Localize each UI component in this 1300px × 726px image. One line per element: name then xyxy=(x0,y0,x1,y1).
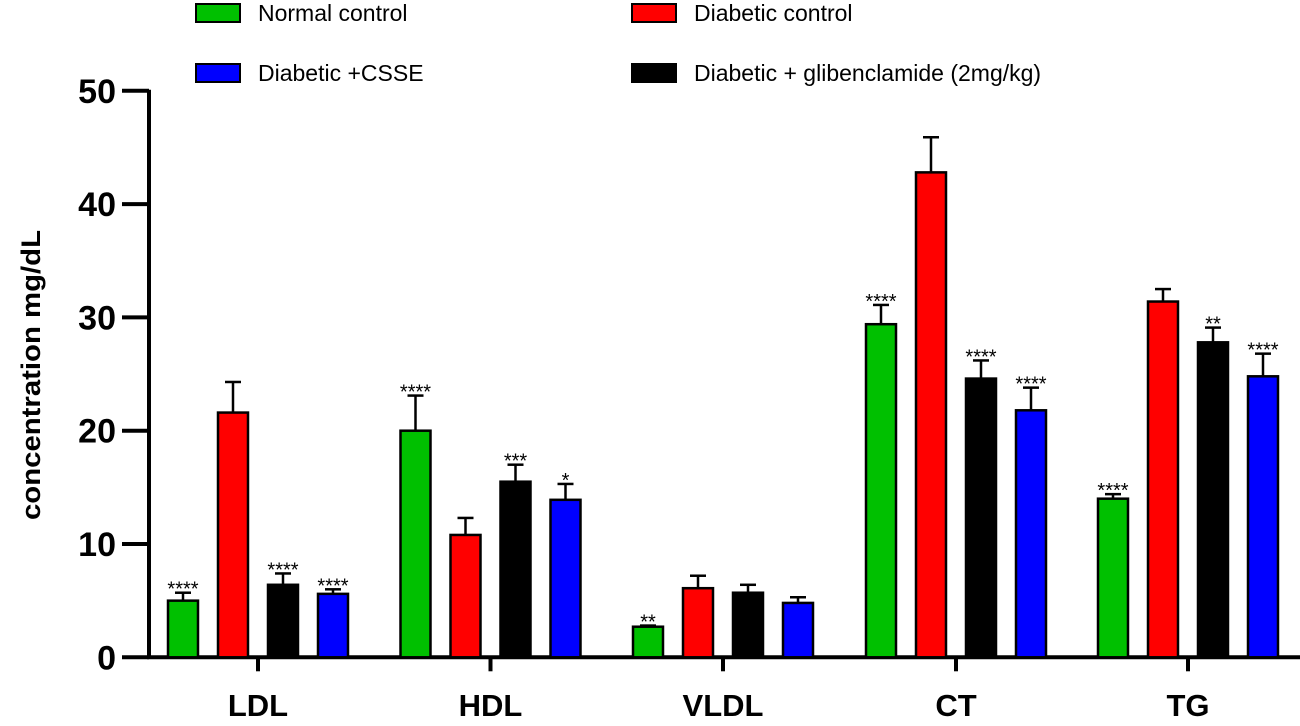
bar xyxy=(1246,375,1280,659)
legend: Normal control Diabetic control Diabetic +… xyxy=(195,0,1041,86)
bar xyxy=(731,591,765,659)
y-tick-label: 0 xyxy=(97,639,116,677)
y-tick-label: 10 xyxy=(78,526,116,564)
significance-label: **** xyxy=(167,579,198,601)
significance-label: **** xyxy=(1015,374,1046,396)
legend-label: Diabetic +CSSE xyxy=(258,60,424,86)
significance-label: ** xyxy=(1205,314,1221,336)
bars: ****************************************… xyxy=(166,136,1280,659)
bar xyxy=(266,583,300,659)
x-tick-label: HDL xyxy=(459,688,523,723)
bar xyxy=(864,322,898,659)
bar xyxy=(914,171,948,659)
bar xyxy=(399,429,432,659)
x-tick-label: CT xyxy=(935,688,976,723)
legend-label: Diabetic + glibenclamide (2mg/kg) xyxy=(694,60,1041,86)
bar xyxy=(1196,341,1230,659)
significance-label: *** xyxy=(504,451,528,473)
significance-label: **** xyxy=(865,291,896,313)
bar xyxy=(166,599,200,659)
significance-label: **** xyxy=(400,382,431,404)
y-tick-label: 40 xyxy=(78,186,116,224)
legend-swatch xyxy=(195,63,241,83)
y-tick-label: 30 xyxy=(78,299,116,337)
significance-label: **** xyxy=(1247,340,1278,362)
significance-label: * xyxy=(562,470,570,492)
bar xyxy=(499,480,532,659)
bar xyxy=(964,377,998,659)
bar xyxy=(631,625,665,659)
bar xyxy=(549,498,582,659)
bar xyxy=(449,533,482,659)
significance-label: **** xyxy=(317,575,348,597)
bar xyxy=(781,601,815,659)
significance-label: ** xyxy=(640,612,656,634)
legend-label: Diabetic control xyxy=(694,0,853,26)
bar xyxy=(316,592,350,659)
x-tick-label: LDL xyxy=(228,688,288,723)
y-axis-label: concentration mg/dL xyxy=(16,230,46,520)
x-tick-label: VLDL xyxy=(683,688,764,723)
significance-label: **** xyxy=(267,559,298,581)
bar xyxy=(1146,300,1180,659)
significance-label: **** xyxy=(1097,480,1128,502)
bar xyxy=(1096,497,1130,659)
legend-swatch xyxy=(195,3,241,23)
legend-swatch xyxy=(631,3,677,23)
y-tick-label: 50 xyxy=(78,73,116,111)
bar xyxy=(681,586,715,659)
legend-label: Normal control xyxy=(258,0,408,26)
y-tick-label: 20 xyxy=(78,413,116,451)
bar xyxy=(1014,409,1048,659)
x-tick-label: TG xyxy=(1166,688,1209,723)
bar xyxy=(216,411,250,659)
legend-swatch xyxy=(631,63,677,83)
significance-label: **** xyxy=(965,346,996,368)
